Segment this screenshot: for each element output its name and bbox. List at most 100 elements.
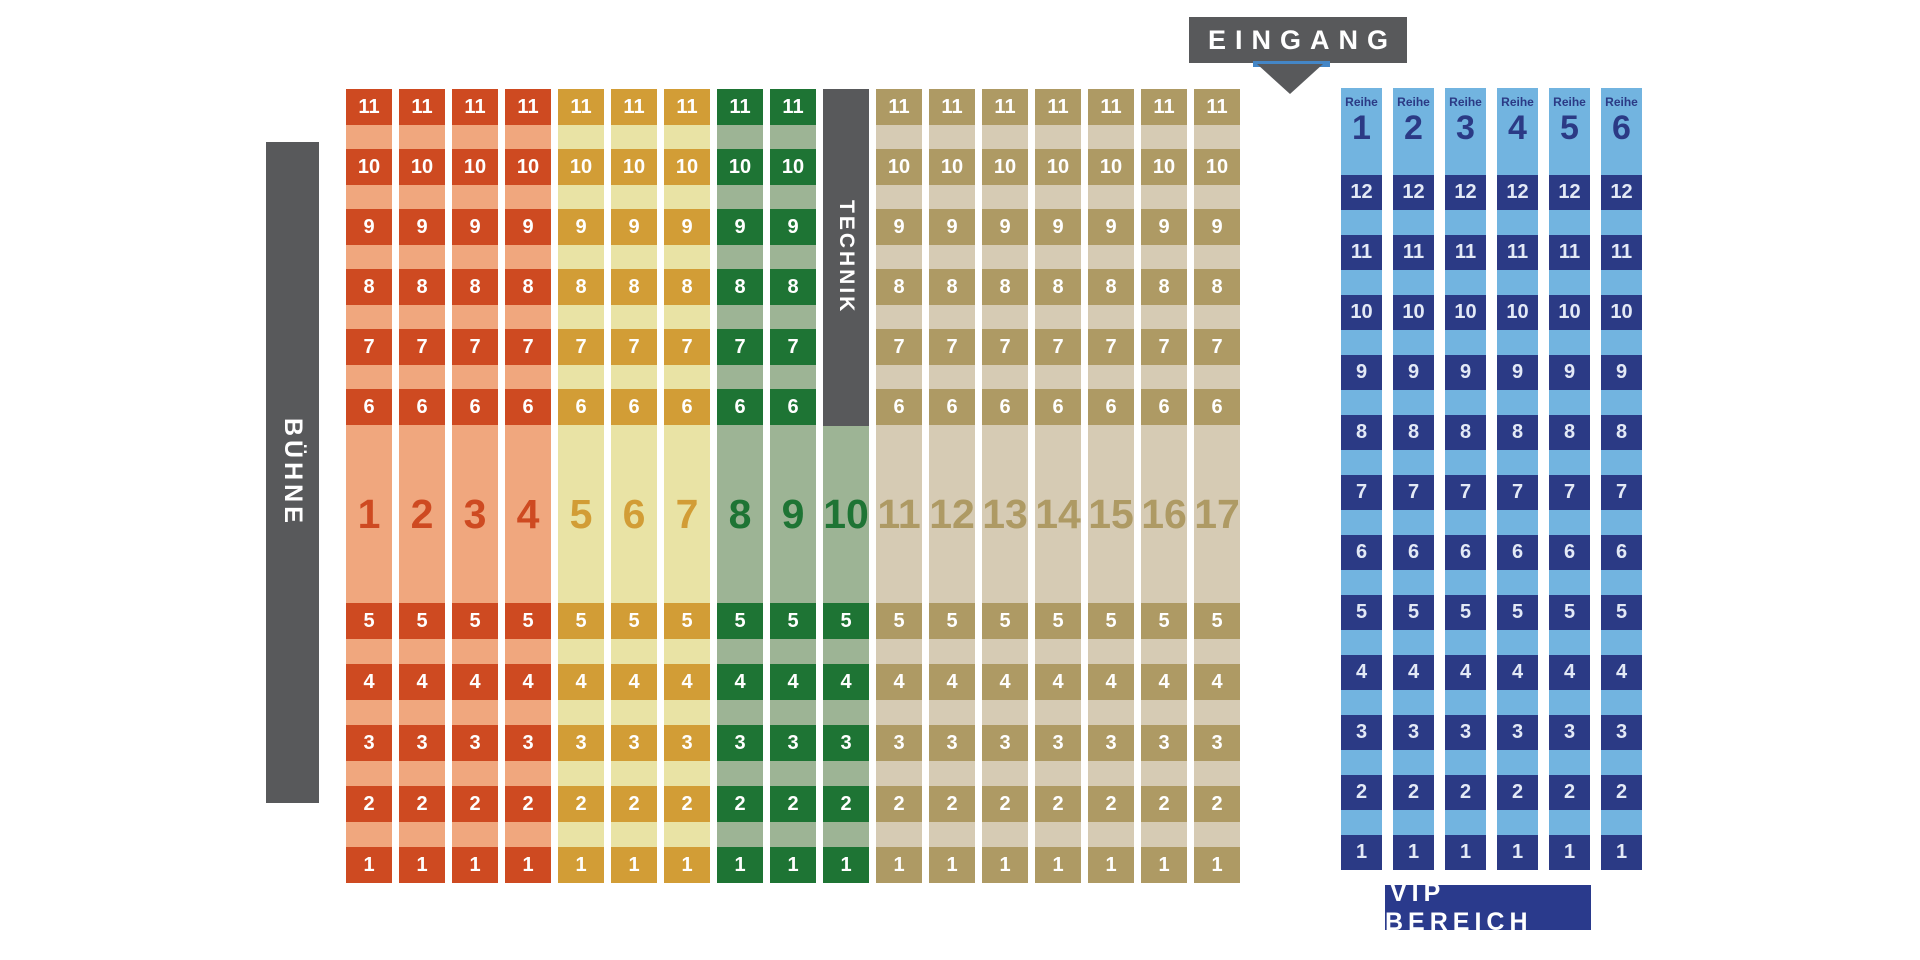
vip-seat-cell[interactable]: 11	[1445, 235, 1486, 270]
seat-cell[interactable]: 10	[982, 149, 1028, 185]
seat-cell[interactable]: 9	[399, 209, 445, 245]
seat-cell[interactable]: 1	[1194, 847, 1240, 883]
vip-seat-cell[interactable]: 9	[1497, 355, 1538, 390]
seat-column-11[interactable]: 11 10 9 8 7 6 11 5 4 3 2 1	[876, 89, 922, 883]
seat-cell[interactable]: 2	[611, 786, 657, 822]
seat-cell[interactable]: 7	[717, 329, 763, 365]
seat-cell[interactable]: 10	[505, 149, 551, 185]
seat-cell[interactable]: 3	[1141, 725, 1187, 761]
seat-cell[interactable]: 9	[558, 209, 604, 245]
seat-cell[interactable]: 6	[1141, 389, 1187, 425]
seat-cell[interactable]: 5	[1141, 603, 1187, 639]
seat-cell[interactable]: 5	[1194, 603, 1240, 639]
seat-cell[interactable]: 1	[346, 847, 392, 883]
seat-cell[interactable]: 4	[717, 664, 763, 700]
vip-seat-cell[interactable]: 1	[1497, 835, 1538, 870]
vip-seat-cell[interactable]: 12	[1549, 175, 1590, 210]
seat-column-15[interactable]: 11 10 9 8 7 6 15 5 4 3 2 1	[1088, 89, 1134, 883]
vip-seat-cell[interactable]: 3	[1497, 715, 1538, 750]
seat-cell[interactable]: 4	[876, 664, 922, 700]
seat-cell[interactable]: 3	[982, 725, 1028, 761]
vip-seat-cell[interactable]: 10	[1393, 295, 1434, 330]
seat-cell[interactable]: 1	[929, 847, 975, 883]
seat-cell[interactable]: 8	[770, 269, 816, 305]
seat-cell[interactable]: 4	[611, 664, 657, 700]
seat-cell[interactable]: 11	[664, 89, 710, 125]
seat-cell[interactable]: 8	[452, 269, 498, 305]
seat-cell[interactable]: 8	[558, 269, 604, 305]
seat-cell[interactable]: 6	[717, 389, 763, 425]
seat-cell[interactable]: 6	[1035, 389, 1081, 425]
seat-cell[interactable]: 10	[1088, 149, 1134, 185]
seat-cell[interactable]: 6	[982, 389, 1028, 425]
seat-cell[interactable]: 8	[346, 269, 392, 305]
vip-seat-cell[interactable]: 10	[1445, 295, 1486, 330]
seat-column-7[interactable]: 11 10 9 8 7 6 7 5 4 3 2 1	[664, 89, 710, 883]
vip-seat-cell[interactable]: 2	[1341, 775, 1382, 810]
seat-cell[interactable]: 10	[558, 149, 604, 185]
vip-seat-cell[interactable]: 5	[1601, 595, 1642, 630]
seat-cell[interactable]: 9	[452, 209, 498, 245]
seat-cell[interactable]: 11	[611, 89, 657, 125]
vip-column-6[interactable]: Reihe 6 12 11 10 9 8 7 6 5 4 3 2 1	[1601, 88, 1642, 870]
seat-cell[interactable]: 3	[823, 725, 869, 761]
seat-cell[interactable]: 10	[1035, 149, 1081, 185]
seat-cell[interactable]: 6	[1088, 389, 1134, 425]
seat-cell[interactable]: 11	[1141, 89, 1187, 125]
seat-cell[interactable]: 4	[982, 664, 1028, 700]
seat-cell[interactable]: 7	[1141, 329, 1187, 365]
seat-cell[interactable]: 7	[558, 329, 604, 365]
vip-seat-cell[interactable]: 7	[1341, 475, 1382, 510]
seat-cell[interactable]: 7	[611, 329, 657, 365]
seat-cell[interactable]: 9	[664, 209, 710, 245]
seat-cell[interactable]: 5	[399, 603, 445, 639]
vip-seat-cell[interactable]: 5	[1393, 595, 1434, 630]
seat-cell[interactable]: 7	[1035, 329, 1081, 365]
vip-seat-cell[interactable]: 11	[1341, 235, 1382, 270]
seat-cell[interactable]: 11	[452, 89, 498, 125]
seat-cell[interactable]: 6	[558, 389, 604, 425]
vip-seat-cell[interactable]: 11	[1497, 235, 1538, 270]
seat-cell[interactable]: 2	[1194, 786, 1240, 822]
seat-cell[interactable]: 1	[1141, 847, 1187, 883]
vip-seat-cell[interactable]: 7	[1549, 475, 1590, 510]
seat-cell[interactable]: 4	[664, 664, 710, 700]
vip-seat-cell[interactable]: 2	[1393, 775, 1434, 810]
seat-cell[interactable]: 10	[876, 149, 922, 185]
seat-cell[interactable]: 2	[876, 786, 922, 822]
seat-cell[interactable]: 2	[505, 786, 551, 822]
seat-cell[interactable]: 11	[876, 89, 922, 125]
seat-cell[interactable]: 3	[770, 725, 816, 761]
vip-seat-cell[interactable]: 3	[1445, 715, 1486, 750]
seat-cell[interactable]: 7	[876, 329, 922, 365]
vip-seat-cell[interactable]: 8	[1393, 415, 1434, 450]
seat-cell[interactable]: 1	[399, 847, 445, 883]
vip-column-5[interactable]: Reihe 5 12 11 10 9 8 7 6 5 4 3 2 1	[1549, 88, 1590, 870]
vip-seat-cell[interactable]: 11	[1549, 235, 1590, 270]
seat-cell[interactable]: 6	[452, 389, 498, 425]
seat-cell[interactable]: 1	[982, 847, 1028, 883]
seat-cell[interactable]: 3	[505, 725, 551, 761]
seat-cell[interactable]: 6	[876, 389, 922, 425]
seat-column-12[interactable]: 11 10 9 8 7 6 12 5 4 3 2 1	[929, 89, 975, 883]
vip-seat-cell[interactable]: 6	[1549, 535, 1590, 570]
seat-cell[interactable]: 9	[505, 209, 551, 245]
seat-cell[interactable]: 5	[717, 603, 763, 639]
seat-cell[interactable]: 4	[505, 664, 551, 700]
vip-seat-cell[interactable]: 1	[1393, 835, 1434, 870]
seat-cell[interactable]: 10	[664, 149, 710, 185]
vip-seat-cell[interactable]: 3	[1549, 715, 1590, 750]
seat-cell[interactable]: 11	[505, 89, 551, 125]
seat-column-4[interactable]: 11 10 9 8 7 6 4 5 4 3 2 1	[505, 89, 551, 883]
vip-seat-cell[interactable]: 10	[1549, 295, 1590, 330]
vip-seat-cell[interactable]: 7	[1445, 475, 1486, 510]
seat-cell[interactable]: 8	[664, 269, 710, 305]
vip-seat-cell[interactable]: 7	[1601, 475, 1642, 510]
vip-seat-cell[interactable]: 2	[1549, 775, 1590, 810]
seat-cell[interactable]: 11	[929, 89, 975, 125]
seat-cell[interactable]: 9	[876, 209, 922, 245]
vip-seat-cell[interactable]: 1	[1341, 835, 1382, 870]
vip-seat-cell[interactable]: 12	[1601, 175, 1642, 210]
seat-cell[interactable]: 2	[399, 786, 445, 822]
vip-seat-cell[interactable]: 9	[1601, 355, 1642, 390]
